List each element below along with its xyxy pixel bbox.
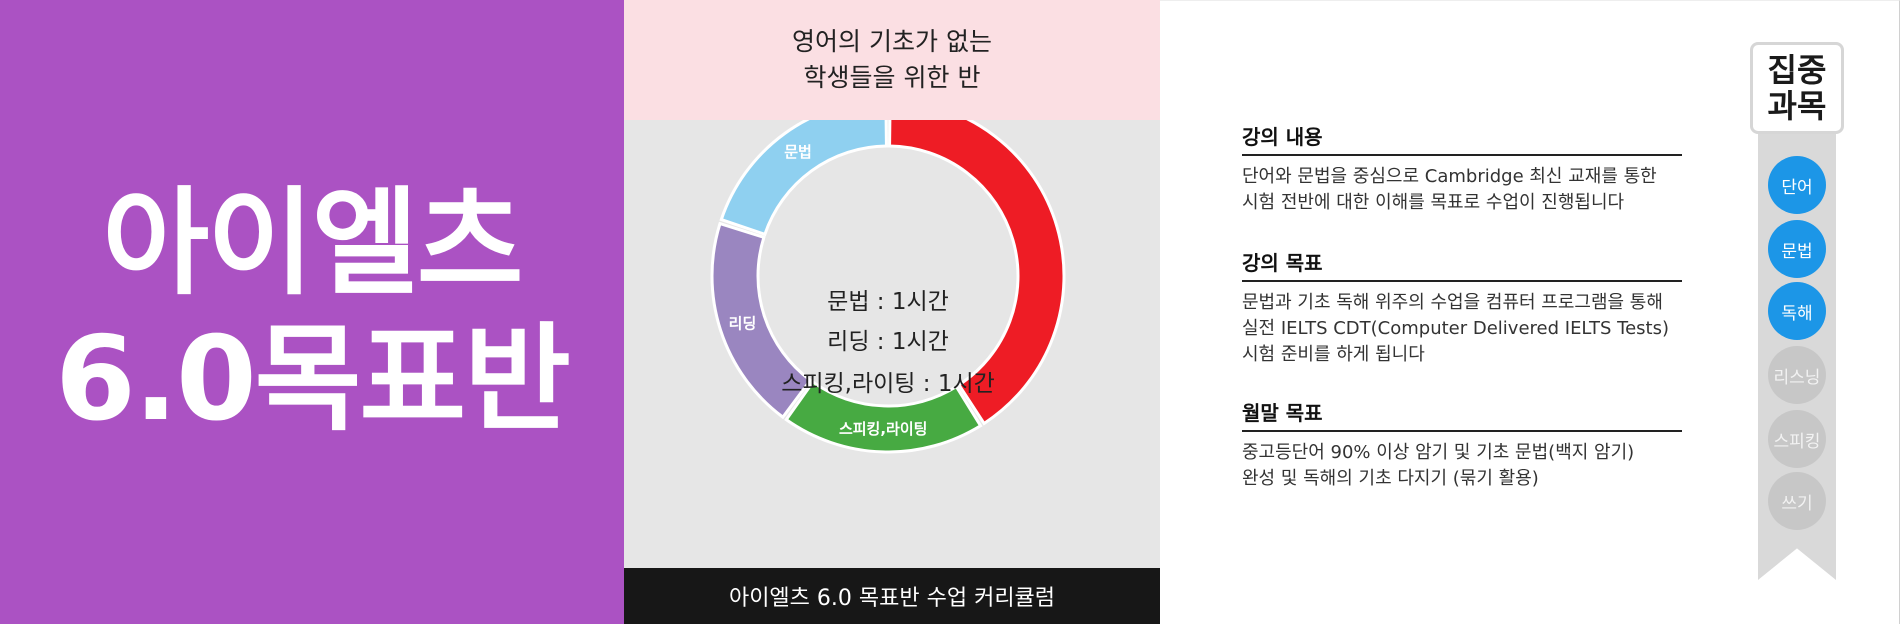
section-line: 완성 및 독해의 기초 다지기 (묶기 활용) <box>1242 468 1539 489</box>
section-body: 문법과 기초 독해 위주의 수업을 컴퓨터 프로그램을 통해 실전 IELTS … <box>1242 290 1682 368</box>
section-title: 강의 내용 <box>1242 121 1682 156</box>
course-title-line1: 아이엘츠 <box>102 176 524 311</box>
focus-header: 집중 과목 <box>1750 42 1844 134</box>
donut-slice <box>784 379 983 454</box>
section-line: 실전 IELTS CDT(Computer Delivered IELTS Te… <box>1242 318 1669 339</box>
section-line: 중고등단어 90% 이상 암기 및 기초 문법(백지 암기) <box>1242 442 1635 463</box>
section-body: 단어와 문법을 중심으로 Cambridge 최신 교재를 통한 시험 전반에 … <box>1242 164 1682 216</box>
section-line: 문법과 기초 독해 위주의 수업을 컴퓨터 프로그램을 통해 <box>1242 292 1663 313</box>
header-line1: 영어의 기초가 없는 <box>792 27 992 56</box>
focus-subject-badge: 쓰기 <box>1768 472 1826 530</box>
target-audience-header: 영어의 기초가 없는 학생들을 위한 반 <box>624 0 1160 120</box>
focus-subject-badge: 문법 <box>1768 220 1826 278</box>
section-line: 시험 전반에 대한 이해를 목표로 수업이 진행됩니다 <box>1242 192 1625 213</box>
section-title: 강의 목표 <box>1242 247 1682 282</box>
section-line: 단어와 문법을 중심으로 Cambridge 최신 교재를 통한 <box>1242 166 1657 187</box>
donut-slice <box>888 120 1066 426</box>
header-line2: 학생들을 위한 반 <box>803 63 981 92</box>
center-line-speaking-writing: 스피킹,라이팅 : 1시간 <box>781 371 995 397</box>
focus-subject-badge: 리스닝 <box>1768 346 1826 404</box>
center-line-reading: 리딩 : 1시간 <box>827 329 949 355</box>
focus-subject-badge: 독해 <box>1768 282 1826 340</box>
focus-subject-badge: 스피킹 <box>1768 410 1826 468</box>
donut-slice <box>710 221 813 420</box>
course-title-line2: 6.0목표반 <box>55 312 571 447</box>
curriculum-panel: 영어의 기초가 없는 학생들을 위한 반 스피킹,라이팅 리딩 문법 문법 : 1시… <box>624 0 1160 624</box>
section-title: 월말 목표 <box>1242 397 1682 432</box>
section-line: 시험 준비를 하게 됩니다 <box>1242 344 1425 365</box>
donut-slice <box>719 120 888 237</box>
donut-slice-label: 스피킹,라이팅 <box>839 420 928 438</box>
course-title-panel: 아이엘츠 6.0목표반 <box>0 0 624 624</box>
section-body: 중고등단어 90% 이상 암기 및 기초 문법(백지 암기) 완성 및 독해의 … <box>1242 440 1682 492</box>
focus-subject-badge: 단어 <box>1768 156 1826 214</box>
donut-slice-label: 문법 <box>784 143 812 161</box>
section-lecture-goal: 강의 목표 문법과 기초 독해 위주의 수업을 컴퓨터 프로그램을 통해 실전 … <box>1242 247 1682 368</box>
focus-header-line1: 집중 <box>1767 51 1827 89</box>
curriculum-footer: 아이엘츠 6.0 목표반 수업 커리큘럼 <box>624 568 1160 624</box>
donut-slice-label: 리딩 <box>729 314 757 332</box>
center-line-grammar: 문법 : 1시간 <box>827 289 949 315</box>
section-monthly-goal: 월말 목표 중고등단어 90% 이상 암기 및 기초 문법(백지 암기) 완성 … <box>1242 397 1682 492</box>
curriculum-donut-chart: 스피킹,라이팅 리딩 문법 <box>710 120 1066 454</box>
section-lecture-content: 강의 내용 단어와 문법을 중심으로 Cambridge 최신 교재를 통한 시… <box>1242 121 1682 216</box>
focus-header-line2: 과목 <box>1767 87 1827 125</box>
